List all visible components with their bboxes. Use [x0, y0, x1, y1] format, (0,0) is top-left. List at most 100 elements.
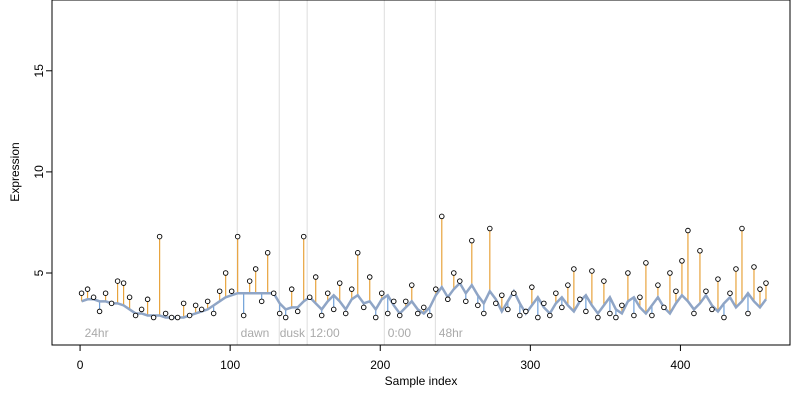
point: [619, 302, 625, 309]
annotation: dawn: [241, 326, 270, 340]
point: [318, 312, 325, 319]
point: [288, 286, 295, 292]
point: [691, 310, 697, 317]
y-tick-label: 5: [32, 269, 46, 276]
x-tick-label: 400: [670, 358, 690, 372]
point: [300, 233, 307, 240]
point: [90, 294, 97, 301]
x-tick-label: 100: [220, 358, 240, 372]
point: [709, 306, 715, 313]
point: [240, 312, 247, 319]
point: [397, 312, 403, 319]
x-tick-label: 0: [77, 358, 84, 372]
point: [330, 306, 337, 313]
point: [415, 310, 421, 317]
point: [697, 248, 703, 254]
point: [258, 298, 265, 305]
point: [180, 300, 187, 307]
point: [661, 304, 667, 311]
y-tick-label: 15: [32, 64, 46, 78]
point: [96, 308, 103, 315]
point: [264, 250, 271, 256]
x-tick-label: 200: [370, 358, 390, 372]
annotation: dusk: [280, 326, 306, 340]
point: [517, 312, 523, 319]
point: [715, 276, 721, 282]
annotation: 12:00: [310, 326, 340, 340]
point: [144, 296, 151, 303]
x-tick-label: 300: [520, 358, 540, 372]
point: [643, 260, 649, 266]
point: [198, 306, 205, 313]
point: [234, 233, 241, 240]
point: [210, 310, 217, 317]
point: [385, 310, 391, 317]
point: [565, 282, 571, 288]
point: [108, 300, 115, 307]
point: [354, 250, 361, 256]
point: [120, 280, 127, 286]
point: [475, 302, 481, 309]
point: [499, 292, 505, 299]
point: [649, 312, 655, 319]
point: [421, 304, 427, 311]
point: [733, 266, 739, 272]
point: [577, 296, 583, 303]
point: [505, 306, 511, 313]
point: [162, 310, 169, 317]
y-tick-label: 10: [32, 165, 46, 179]
point: [246, 278, 253, 284]
x-axis-label: Sample index: [385, 374, 458, 388]
point: [721, 314, 727, 321]
point: [156, 233, 163, 240]
point: [409, 282, 415, 288]
point: [613, 314, 619, 321]
point: [457, 278, 463, 284]
point: [348, 286, 355, 292]
point: [757, 286, 763, 292]
point: [433, 286, 439, 292]
point: [637, 294, 643, 301]
point: [439, 213, 445, 220]
annotation: 48hr: [439, 326, 463, 340]
point: [763, 280, 769, 286]
point: [583, 308, 589, 315]
point: [84, 286, 91, 292]
point: [451, 270, 457, 276]
point: [306, 294, 313, 301]
point: [679, 258, 685, 264]
point: [102, 290, 109, 296]
point: [571, 266, 577, 272]
point: [186, 312, 193, 319]
point: [595, 314, 601, 321]
point: [282, 314, 289, 321]
point: [324, 290, 331, 296]
point: [222, 270, 229, 276]
point: [559, 304, 565, 311]
point: [481, 310, 487, 317]
point: [739, 225, 745, 232]
point: [487, 225, 493, 232]
point: [655, 282, 661, 288]
point: [685, 227, 691, 234]
point: [342, 310, 349, 317]
point: [228, 288, 235, 294]
point: [601, 278, 607, 284]
point: [667, 270, 673, 276]
point: [270, 290, 277, 296]
plot-frame: [51, 0, 791, 346]
point: [174, 314, 181, 321]
point: [216, 288, 223, 294]
point: [138, 306, 145, 313]
point: [427, 312, 433, 319]
point: [751, 264, 757, 270]
point: [168, 314, 175, 321]
point: [511, 290, 517, 296]
point: [372, 314, 379, 321]
point: [541, 300, 547, 307]
point: [403, 298, 409, 305]
point: [336, 280, 343, 286]
point: [312, 274, 319, 280]
point: [589, 268, 595, 274]
point: [294, 308, 301, 315]
